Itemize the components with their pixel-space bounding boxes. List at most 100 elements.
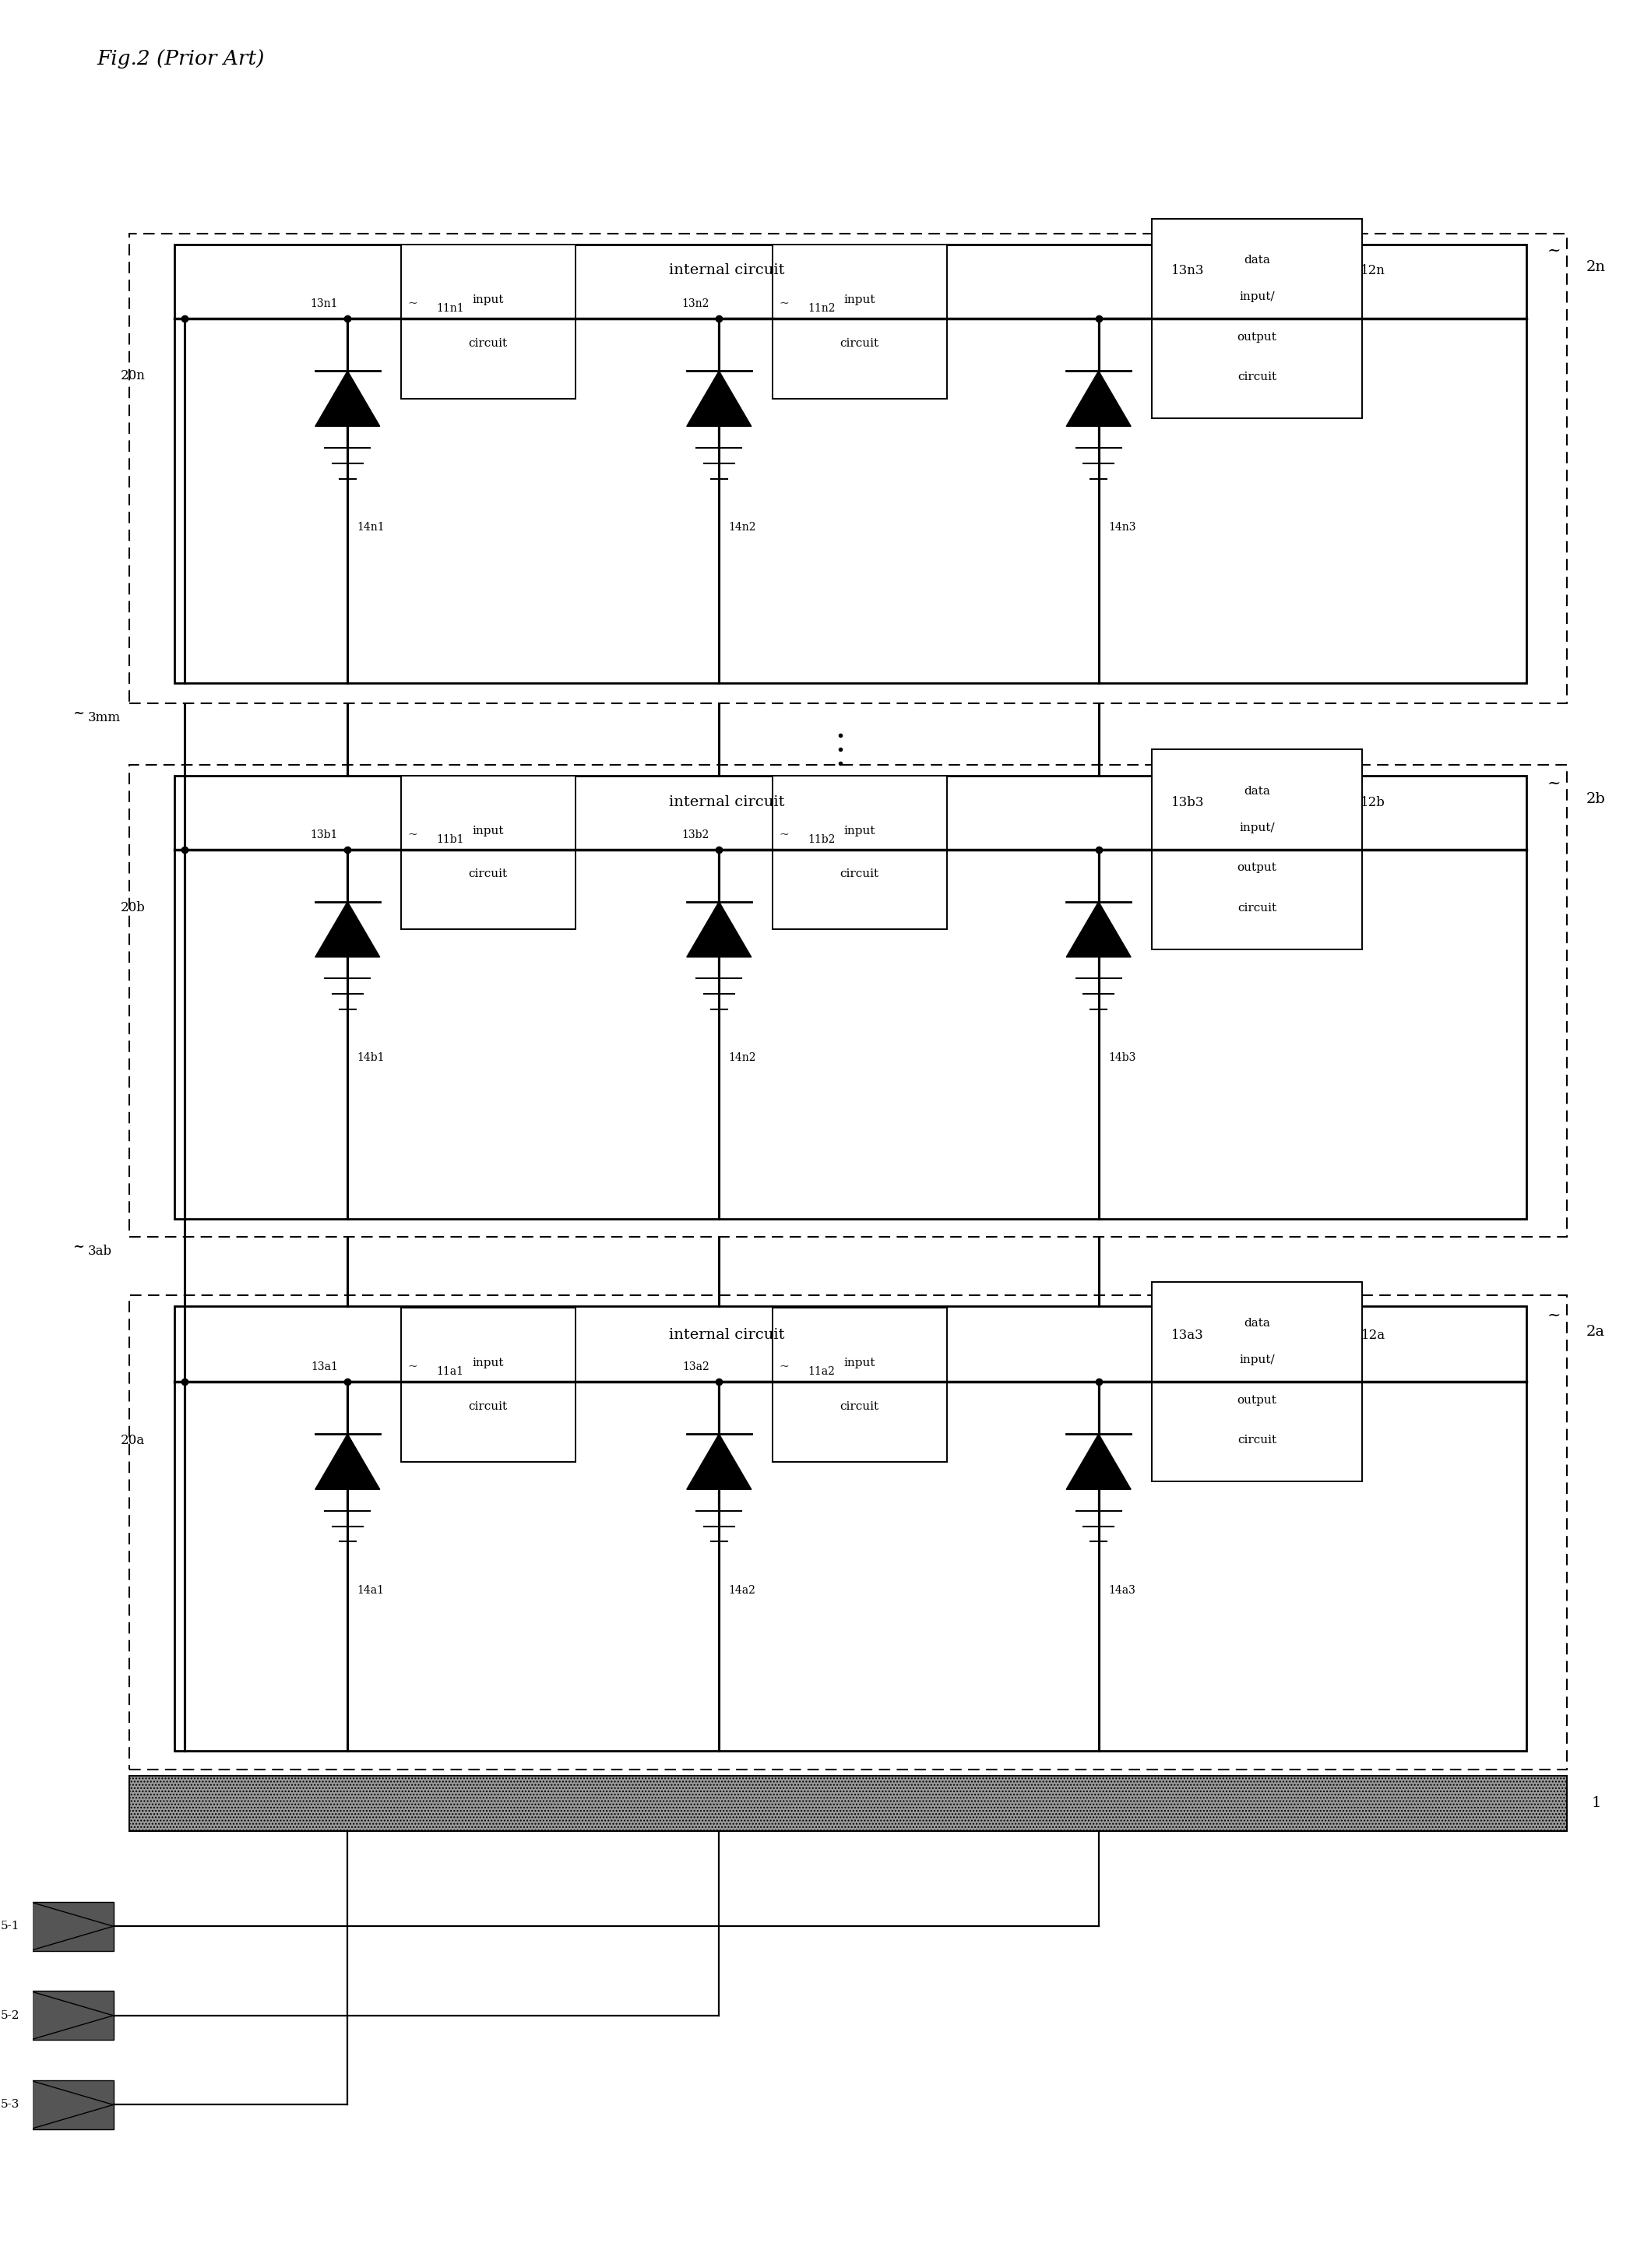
Text: 12n: 12n [1360, 263, 1385, 277]
Text: circuit: circuit [469, 1402, 507, 1411]
Text: 11a2: 11a2 [807, 1365, 835, 1377]
Text: circuit: circuit [1237, 903, 1276, 914]
Text: 14n1: 14n1 [357, 522, 385, 533]
Polygon shape [30, 1901, 114, 1950]
Text: 13a3: 13a3 [1171, 1329, 1204, 1343]
Text: circuit: circuit [469, 869, 507, 880]
FancyBboxPatch shape [30, 1991, 114, 2041]
Polygon shape [687, 1433, 751, 1490]
Polygon shape [687, 903, 751, 957]
Text: 5-3: 5-3 [0, 2100, 20, 2109]
Text: 14n2: 14n2 [728, 1052, 756, 1064]
Text: ~: ~ [408, 1361, 418, 1372]
FancyBboxPatch shape [401, 245, 575, 399]
Text: input: input [472, 1359, 504, 1368]
Text: 12b: 12b [1360, 796, 1385, 810]
Text: circuit: circuit [840, 1402, 878, 1411]
Text: input: input [472, 826, 504, 837]
Text: internal circuit: internal circuit [669, 796, 784, 810]
Text: ~: ~ [408, 299, 418, 308]
Text: circuit: circuit [840, 869, 878, 880]
Text: 13a1: 13a1 [310, 1361, 338, 1372]
FancyBboxPatch shape [773, 776, 946, 930]
Text: ~: ~ [779, 1361, 789, 1372]
FancyBboxPatch shape [773, 1309, 946, 1461]
Text: 20b: 20b [121, 900, 145, 914]
Text: circuit: circuit [840, 338, 878, 349]
Text: 13b1: 13b1 [310, 830, 338, 839]
Polygon shape [687, 372, 751, 426]
FancyBboxPatch shape [401, 776, 575, 930]
Text: input: input [844, 826, 875, 837]
Text: ~: ~ [1547, 245, 1560, 259]
Text: input/: input/ [1240, 293, 1275, 302]
Text: 13a2: 13a2 [682, 1361, 710, 1372]
FancyBboxPatch shape [773, 245, 946, 399]
Text: 14n3: 14n3 [1108, 522, 1136, 533]
Text: internal circuit: internal circuit [669, 263, 784, 277]
Polygon shape [315, 372, 380, 426]
FancyBboxPatch shape [1152, 1281, 1362, 1481]
Text: ~: ~ [73, 705, 84, 721]
Polygon shape [1067, 903, 1131, 957]
Text: ~: ~ [779, 299, 789, 308]
Text: data: data [1243, 785, 1270, 796]
Text: ~: ~ [779, 830, 789, 839]
Polygon shape [1067, 1433, 1131, 1490]
Text: 12a: 12a [1360, 1329, 1385, 1343]
Text: ~: ~ [1547, 1309, 1560, 1322]
Text: ~: ~ [1547, 776, 1560, 792]
Text: 11b2: 11b2 [807, 835, 835, 844]
Text: 20n: 20n [121, 370, 145, 383]
Polygon shape [315, 903, 380, 957]
Text: 13n2: 13n2 [682, 299, 710, 308]
Text: input/: input/ [1240, 823, 1275, 832]
Text: 14a3: 14a3 [1108, 1585, 1136, 1597]
Polygon shape [1067, 372, 1131, 426]
Text: internal circuit: internal circuit [669, 1327, 784, 1343]
Text: circuit: circuit [1237, 1436, 1276, 1445]
Text: 14a2: 14a2 [728, 1585, 756, 1597]
Text: 14a1: 14a1 [357, 1585, 385, 1597]
Polygon shape [30, 1991, 114, 2041]
FancyBboxPatch shape [30, 2080, 114, 2130]
Text: output: output [1237, 1395, 1276, 1406]
Text: ~: ~ [73, 1241, 84, 1254]
Text: 11n1: 11n1 [436, 304, 464, 313]
Text: 3ab: 3ab [88, 1245, 112, 1259]
Text: 11a1: 11a1 [436, 1365, 464, 1377]
Text: 11b1: 11b1 [436, 835, 464, 844]
Text: 3mm: 3mm [88, 710, 121, 723]
FancyBboxPatch shape [1152, 218, 1362, 420]
Text: 14b3: 14b3 [1108, 1052, 1136, 1064]
Text: input: input [472, 295, 504, 306]
Text: 5-2: 5-2 [0, 2009, 20, 2021]
Text: circuit: circuit [1237, 372, 1276, 383]
Text: Fig.2 (Prior Art): Fig.2 (Prior Art) [97, 50, 264, 68]
Text: 1: 1 [1592, 1796, 1601, 1810]
FancyBboxPatch shape [30, 1901, 114, 1950]
Text: input: input [844, 295, 875, 306]
Text: data: data [1243, 1318, 1270, 1329]
FancyBboxPatch shape [1152, 748, 1362, 950]
Polygon shape [30, 2080, 114, 2130]
Text: circuit: circuit [469, 338, 507, 349]
Text: 14b1: 14b1 [357, 1052, 385, 1064]
Text: 11n2: 11n2 [807, 304, 835, 313]
Text: 13b3: 13b3 [1171, 796, 1204, 810]
Text: 13n3: 13n3 [1171, 263, 1204, 277]
Text: data: data [1243, 254, 1270, 265]
Text: output: output [1237, 331, 1276, 342]
Text: 2b: 2b [1587, 792, 1606, 807]
Text: output: output [1237, 862, 1276, 873]
Text: 20a: 20a [121, 1433, 145, 1447]
Text: 5-1: 5-1 [0, 1921, 20, 1932]
FancyBboxPatch shape [401, 1309, 575, 1461]
Text: input: input [844, 1359, 875, 1368]
Text: 13b2: 13b2 [682, 830, 710, 839]
Text: 2n: 2n [1587, 261, 1606, 274]
Polygon shape [315, 1433, 380, 1490]
Text: 2a: 2a [1587, 1325, 1605, 1338]
FancyBboxPatch shape [129, 1776, 1567, 1830]
Text: input/: input/ [1240, 1354, 1275, 1365]
